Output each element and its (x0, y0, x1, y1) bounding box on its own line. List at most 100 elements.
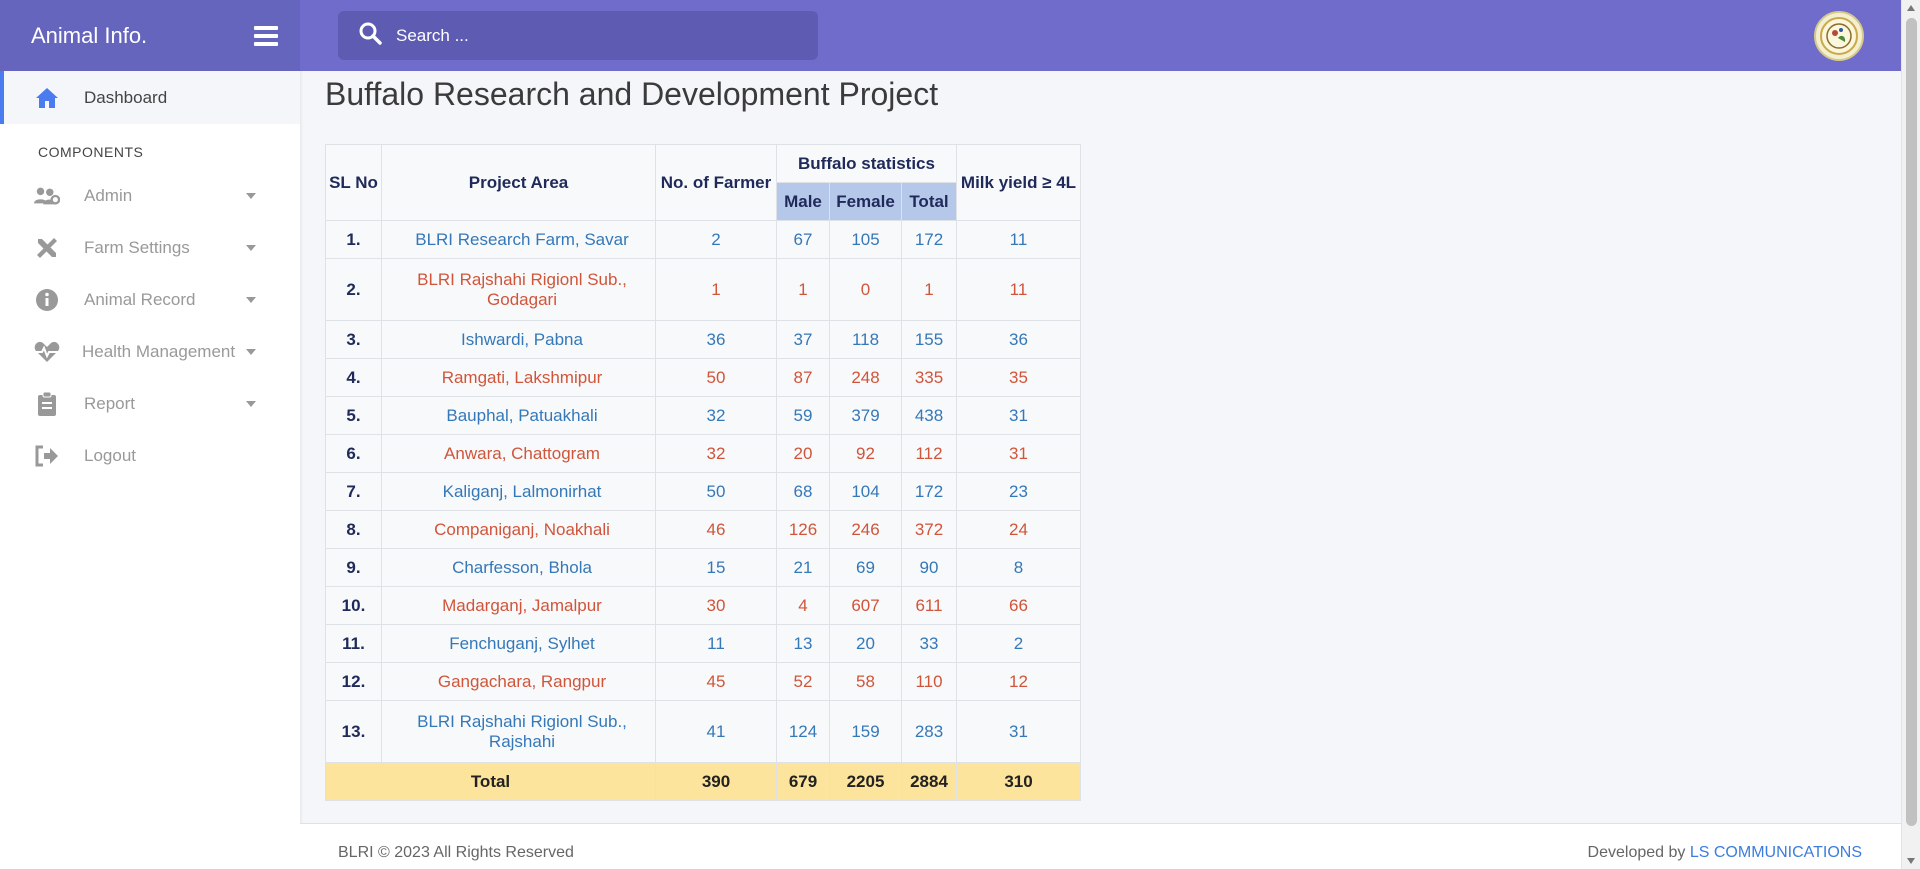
cell-farmers: 2 (655, 220, 777, 259)
sidebar-item-label: Farm Settings (84, 238, 190, 257)
cell-male: 126 (776, 510, 830, 549)
section-label: COMPONENTS (38, 144, 144, 160)
cell-sl: 6. (325, 434, 382, 473)
sidebar-item-label: Report (84, 394, 136, 413)
developer-link[interactable]: LS COMMUNICATIONS (1689, 844, 1862, 861)
cell-sl: 1. (325, 220, 382, 259)
table-row: 6. Anwara, Chattogram 32 20 92 112 31 (325, 434, 1081, 473)
sidebar-item-report[interactable]: Report (0, 378, 300, 430)
sidebar-item-farm-settings[interactable]: Farm Settings (0, 222, 300, 274)
table-row: 2. BLRI Rajshahi Rigionl Sub., Godagari … (325, 258, 1081, 321)
cell-area: Anwara, Chattogram (381, 434, 656, 473)
cell-farmers: 50 (655, 358, 777, 397)
cell-area: BLRI Rajshahi Rigionl Sub., Godagari (381, 258, 656, 321)
cell-farmers: 32 (655, 396, 777, 435)
search-box[interactable] (338, 11, 818, 60)
table-row: 5. Bauphal, Patuakhali 32 59 379 438 31 (325, 396, 1081, 435)
menu-toggle-icon[interactable] (254, 25, 278, 46)
brand-bar: Animal Info. (0, 0, 300, 71)
cell-total: 172 (901, 220, 957, 259)
cell-female: 2205 (829, 762, 902, 801)
sidebar-item-health-management[interactable]: Health Management (0, 326, 300, 378)
cell-sl: 11. (325, 624, 382, 663)
copyright-text: BLRI © 2023 All Rights Reserved (338, 844, 574, 861)
org-logo[interactable] (1814, 11, 1864, 61)
cell-total: 611 (901, 586, 957, 625)
cell-female: 104 (829, 472, 902, 511)
cell-area: Gangachara, Rangpur (381, 662, 656, 701)
developer-credit: Developed by LS COMMUNICATIONS (1588, 844, 1862, 862)
sidebar-item-logout[interactable]: Logout (0, 430, 300, 482)
cell-farmers: 11 (655, 624, 777, 663)
cell-male: 52 (776, 662, 830, 701)
scroll-up-icon[interactable] (1907, 5, 1915, 11)
cell-male: 20 (776, 434, 830, 473)
cell-total: 155 (901, 320, 957, 359)
cell-sl: 9. (325, 548, 382, 587)
tools-icon (34, 235, 60, 261)
cell-farmers: 390 (655, 762, 777, 801)
cell-area: Ishwardi, Pabna (381, 320, 656, 359)
cell-farmers: 32 (655, 434, 777, 473)
cell-total: 33 (901, 624, 957, 663)
page-scrollbar[interactable] (1901, 0, 1920, 869)
cell-female: 248 (829, 358, 902, 397)
col-buffalo-statistics: Buffalo statistics (776, 144, 957, 183)
cell-milk: 35 (956, 358, 1081, 397)
cell-male: 679 (776, 762, 830, 801)
cell-male: 37 (776, 320, 830, 359)
cell-sl: 13. (325, 700, 382, 763)
heartbeat-icon (34, 339, 60, 365)
clipboard-icon (34, 391, 60, 417)
cell-female: 105 (829, 220, 902, 259)
col-total: Total (901, 182, 957, 221)
cell-area: Charfesson, Bhola (381, 548, 656, 587)
cell-total: 90 (901, 548, 957, 587)
cell-milk: 11 (956, 258, 1081, 321)
cell-male: 67 (776, 220, 830, 259)
scroll-down-icon[interactable] (1907, 858, 1915, 864)
chevron-down-icon (246, 297, 256, 303)
cell-male: 4 (776, 586, 830, 625)
cell-female: 58 (829, 662, 902, 701)
cell-area: BLRI Research Farm, Savar (381, 220, 656, 259)
cell-farmers: 50 (655, 472, 777, 511)
chevron-down-icon (246, 193, 256, 199)
project-table: SL No Project Area No. of Farmer Buffalo… (325, 144, 1081, 801)
cell-female: 607 (829, 586, 902, 625)
cell-milk: 31 (956, 700, 1081, 763)
sidebar-item-label: Health Management (82, 342, 236, 361)
table-row: 3. Ishwardi, Pabna 36 37 118 155 36 (325, 320, 1081, 359)
cell-sl: 10. (325, 586, 382, 625)
sidebar-item-dashboard[interactable]: Dashboard (0, 71, 300, 124)
sidebar-item-admin[interactable]: Admin (0, 170, 300, 222)
cell-farmers: 36 (655, 320, 777, 359)
chevron-down-icon (246, 349, 256, 355)
cell-area: Madarganj, Jamalpur (381, 586, 656, 625)
cell-total: 283 (901, 700, 957, 763)
cell-total: 2884 (901, 762, 957, 801)
cell-female: 379 (829, 396, 902, 435)
col-milk-yield: Milk yield ≥ 4L (956, 144, 1081, 221)
search-input[interactable] (396, 25, 796, 46)
cell-sl: 8. (325, 510, 382, 549)
cell-milk: 23 (956, 472, 1081, 511)
cell-female: 69 (829, 548, 902, 587)
sidebar-item-animal-record[interactable]: Animal Record (0, 274, 300, 326)
scrollbar-thumb[interactable] (1906, 18, 1917, 826)
cell-area: Fenchuganj, Sylhet (381, 624, 656, 663)
search-icon[interactable] (358, 21, 382, 50)
brand-title[interactable]: Animal Info. (31, 22, 148, 48)
sign-out-icon (34, 443, 60, 469)
table-row: 12. Gangachara, Rangpur 45 52 58 110 12 (325, 662, 1081, 701)
cell-milk: 8 (956, 548, 1081, 587)
page-title: Buffalo Research and Development Project (325, 76, 939, 112)
cell-area: BLRI Rajshahi Rigionl Sub., Rajshahi (381, 700, 656, 763)
cell-female: 159 (829, 700, 902, 763)
cell-total: 372 (901, 510, 957, 549)
cell-female: 20 (829, 624, 902, 663)
col-project-area: Project Area (381, 144, 656, 221)
cell-farmers: 15 (655, 548, 777, 587)
cell-female: 92 (829, 434, 902, 473)
table-row: 13. BLRI Rajshahi Rigionl Sub., Rajshahi… (325, 700, 1081, 763)
